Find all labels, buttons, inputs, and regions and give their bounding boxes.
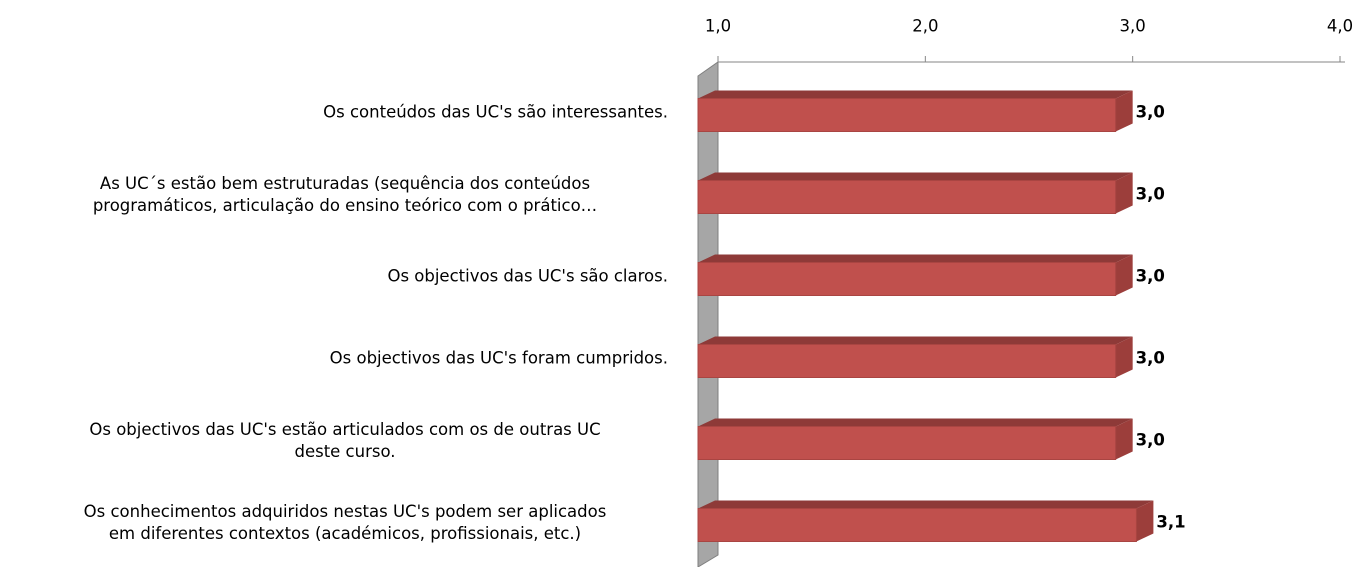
- bar-group: [697, 336, 1133, 378]
- value-label: 3,0: [1136, 349, 1165, 368]
- category-label: Os conhecimentos adquiridos nestas UC's …: [84, 502, 607, 543]
- bar-side: [1115, 254, 1133, 296]
- bar-group: [697, 90, 1133, 132]
- bar: [697, 344, 1117, 378]
- category-label: Os objectivos das UC's são claros.: [387, 267, 668, 286]
- bar-top: [698, 172, 1133, 181]
- bar-group: [697, 254, 1133, 296]
- bar: [697, 180, 1117, 214]
- value-label: 3,0: [1136, 431, 1165, 450]
- bar-side: [1115, 336, 1133, 378]
- bar: [697, 262, 1117, 296]
- category-label: Os objectivos das UC's estão articulados…: [89, 420, 600, 461]
- bar-side: [1115, 172, 1133, 214]
- bar-group: [697, 172, 1133, 214]
- value-label: 3,0: [1136, 185, 1165, 204]
- bar: [697, 426, 1117, 460]
- bar-side: [1115, 418, 1133, 460]
- value-label: 3,0: [1136, 103, 1165, 122]
- x-tick-label: 1,0: [705, 17, 731, 36]
- category-label: Os conteúdos das UC's são interessantes.: [323, 103, 668, 122]
- x-tick-label: 4,0: [1327, 17, 1353, 36]
- value-label: 3,1: [1156, 513, 1185, 532]
- bar-group: [697, 418, 1133, 460]
- bar: [697, 508, 1137, 542]
- category-label: Os objectivos das UC's foram cumpridos.: [330, 349, 668, 368]
- bar: [697, 98, 1117, 132]
- category-label: As UC´s estão bem estruturadas (sequênci…: [93, 174, 597, 215]
- bar-top: [698, 254, 1133, 263]
- wall: [697, 61, 719, 567]
- value-label: 3,0: [1136, 267, 1165, 286]
- bar-side: [1115, 90, 1133, 132]
- bar-top: [698, 500, 1154, 509]
- bar-side: [1136, 500, 1154, 542]
- bar-top: [698, 90, 1133, 99]
- bar-top: [698, 418, 1133, 427]
- bar-group: [697, 500, 1154, 542]
- x-tick-label: 3,0: [1120, 17, 1146, 36]
- bar-top: [698, 336, 1133, 345]
- x-tick-label: 2,0: [912, 17, 938, 36]
